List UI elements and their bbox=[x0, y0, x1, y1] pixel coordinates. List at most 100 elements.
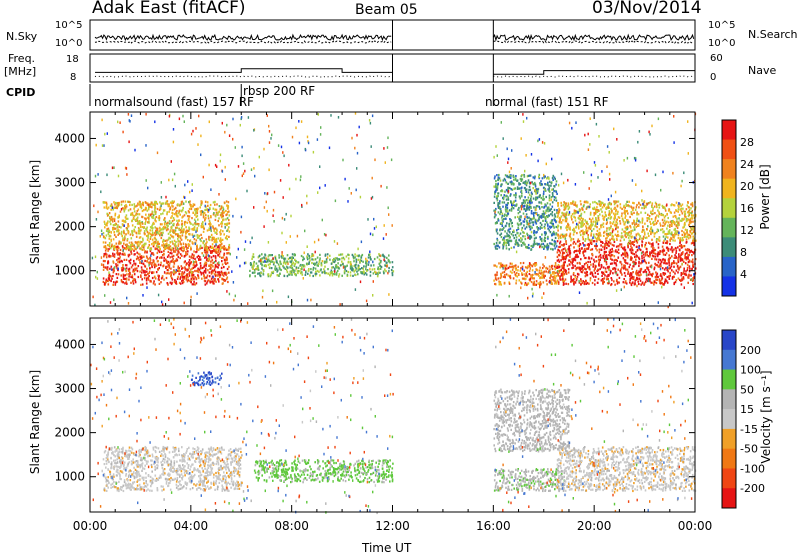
data-cell bbox=[137, 210, 139, 212]
data-cell bbox=[222, 274, 224, 276]
data-cell bbox=[563, 204, 565, 206]
data-cell bbox=[639, 238, 641, 240]
data-cell bbox=[595, 266, 597, 268]
data-cell bbox=[321, 271, 323, 273]
data-cell bbox=[315, 271, 317, 273]
data-cell bbox=[605, 251, 607, 253]
data-cell bbox=[331, 267, 333, 269]
data-cell bbox=[226, 259, 228, 261]
data-cell bbox=[557, 240, 559, 242]
data-cell bbox=[163, 245, 165, 247]
data-cell bbox=[113, 281, 115, 283]
data-cell bbox=[518, 208, 520, 210]
data-cell bbox=[526, 226, 528, 228]
data-cell bbox=[580, 268, 582, 270]
data-cell bbox=[152, 239, 154, 241]
data-cell bbox=[210, 224, 212, 226]
data-cell bbox=[361, 267, 363, 269]
data-cell bbox=[312, 269, 314, 271]
data-cell bbox=[116, 259, 118, 261]
data-cell bbox=[299, 270, 301, 272]
data-cell bbox=[599, 232, 601, 234]
data-cell bbox=[637, 241, 639, 243]
data-cell bbox=[179, 229, 181, 231]
data-cell bbox=[610, 263, 612, 265]
data-cell bbox=[273, 271, 275, 273]
data-cell bbox=[121, 279, 123, 281]
data-cell bbox=[177, 270, 179, 272]
data-cell bbox=[610, 258, 612, 260]
data-cell bbox=[138, 232, 140, 234]
data-cell bbox=[194, 266, 196, 268]
data-cell bbox=[554, 185, 556, 187]
data-cell bbox=[524, 228, 526, 230]
data-cell bbox=[379, 263, 381, 265]
data-cell bbox=[130, 244, 132, 246]
data-cell bbox=[123, 267, 125, 269]
data-cell bbox=[594, 261, 596, 263]
data-cell bbox=[632, 242, 634, 244]
data-cell bbox=[161, 203, 163, 205]
data-cell bbox=[160, 223, 162, 225]
data-cell bbox=[308, 255, 310, 257]
data-cell bbox=[217, 271, 219, 273]
data-cell bbox=[560, 226, 562, 228]
data-cell bbox=[563, 201, 565, 203]
data-cell bbox=[174, 263, 176, 265]
data-cell bbox=[162, 228, 164, 230]
data-cell bbox=[646, 251, 648, 253]
data-cell bbox=[623, 267, 625, 269]
data-cell bbox=[215, 227, 217, 229]
data-cell bbox=[168, 205, 170, 207]
data-cell bbox=[549, 203, 551, 205]
data-cell bbox=[623, 239, 625, 241]
data-cell bbox=[133, 282, 135, 284]
data-cell bbox=[658, 239, 660, 241]
data-cell bbox=[615, 268, 617, 270]
data-cell bbox=[165, 226, 167, 228]
data-cell bbox=[554, 196, 556, 198]
data-cell bbox=[598, 278, 600, 280]
data-cell bbox=[181, 225, 183, 227]
data-cell bbox=[506, 199, 508, 201]
data-cell bbox=[678, 278, 680, 280]
data-cell bbox=[117, 228, 119, 230]
data-cell bbox=[641, 240, 643, 242]
data-cell bbox=[687, 267, 689, 269]
data-cell bbox=[568, 271, 570, 273]
data-cell bbox=[198, 258, 200, 260]
data-cell bbox=[118, 216, 120, 218]
data-cell bbox=[514, 237, 516, 239]
data-cell bbox=[622, 228, 624, 230]
data-cell bbox=[526, 188, 528, 190]
data-cell bbox=[579, 262, 581, 264]
data-cell bbox=[169, 220, 171, 222]
data-cell bbox=[510, 175, 512, 177]
data-cell bbox=[612, 272, 614, 274]
data-cell bbox=[172, 258, 174, 260]
data-cell bbox=[106, 254, 108, 256]
data-cell bbox=[624, 265, 626, 267]
data-cell bbox=[159, 209, 161, 211]
data-cell bbox=[325, 254, 327, 256]
data-cell bbox=[543, 247, 545, 249]
data-cell bbox=[666, 262, 668, 264]
data-cell bbox=[160, 232, 162, 234]
data-cell bbox=[533, 283, 535, 285]
data-cell bbox=[133, 208, 135, 210]
data-cell bbox=[388, 267, 390, 269]
data-cell bbox=[617, 226, 619, 228]
data-cell bbox=[554, 240, 556, 242]
data-cell bbox=[172, 209, 174, 211]
data-cell bbox=[685, 229, 687, 231]
data-cell bbox=[613, 245, 615, 247]
data-cell bbox=[500, 275, 502, 277]
data-cell bbox=[654, 281, 656, 283]
data-cell bbox=[548, 214, 550, 216]
data-cell bbox=[546, 221, 548, 223]
data-cell bbox=[182, 234, 184, 236]
data-cell bbox=[600, 226, 602, 228]
data-cell bbox=[136, 267, 138, 269]
data-cell bbox=[170, 261, 172, 263]
data-cell bbox=[630, 248, 632, 250]
